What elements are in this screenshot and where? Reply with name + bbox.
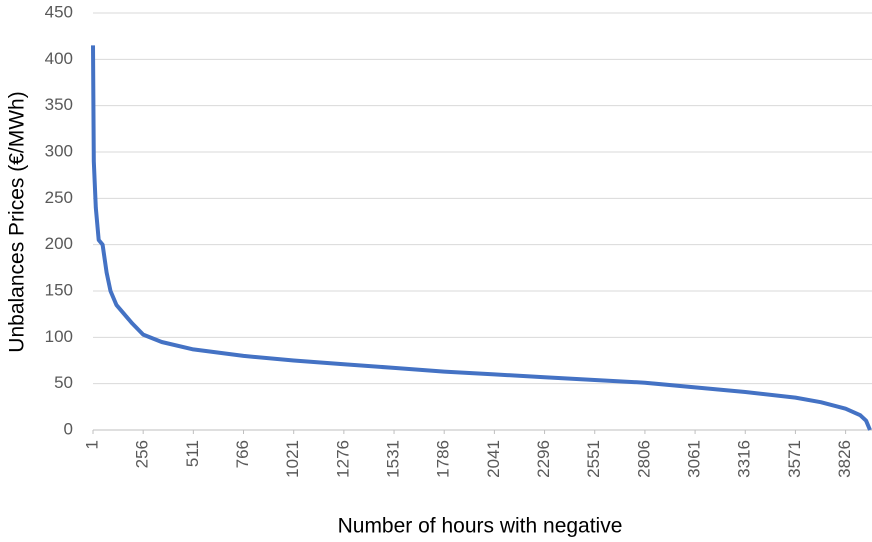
x-tick-label: 3316 — [735, 440, 754, 478]
x-tick-label: 511 — [183, 440, 202, 467]
x-axis-title: Number of hours with negative — [338, 515, 623, 538]
x-tick-label: 3571 — [785, 440, 804, 478]
y-tick-label: 400 — [45, 49, 73, 68]
y-axis-title: Unbalances Prices (€/MWh) — [6, 91, 29, 352]
y-tick-label: 50 — [54, 373, 73, 392]
data-line — [91, 45, 872, 431]
x-tick-label: 256 — [133, 440, 152, 468]
x-tick-label: 1021 — [283, 440, 302, 478]
y-tick-label: 350 — [45, 95, 73, 114]
x-tick-label: 2551 — [584, 440, 603, 478]
x-tick-label: 1531 — [384, 440, 403, 478]
y-tick-label: 300 — [45, 141, 73, 160]
y-tick-label: 200 — [45, 234, 73, 253]
x-tick-label: 3826 — [835, 440, 854, 478]
x-tick-label: 2806 — [634, 440, 653, 478]
x-tick-label: 766 — [233, 440, 252, 468]
x-tick-label: 1786 — [434, 440, 453, 478]
y-tick-label: 0 — [64, 419, 73, 438]
x-tick-label: 2041 — [484, 440, 503, 478]
x-tick-label: 3061 — [685, 440, 704, 478]
x-tick-label: 1276 — [333, 440, 352, 478]
y-tick-label: 100 — [45, 327, 73, 346]
y-tick-label: 250 — [45, 188, 73, 207]
y-tick-label: 450 — [45, 2, 73, 21]
x-tick-label: 2296 — [534, 440, 553, 478]
x-tick-label: 1 — [82, 440, 101, 449]
y-tick-label: 150 — [45, 280, 73, 299]
